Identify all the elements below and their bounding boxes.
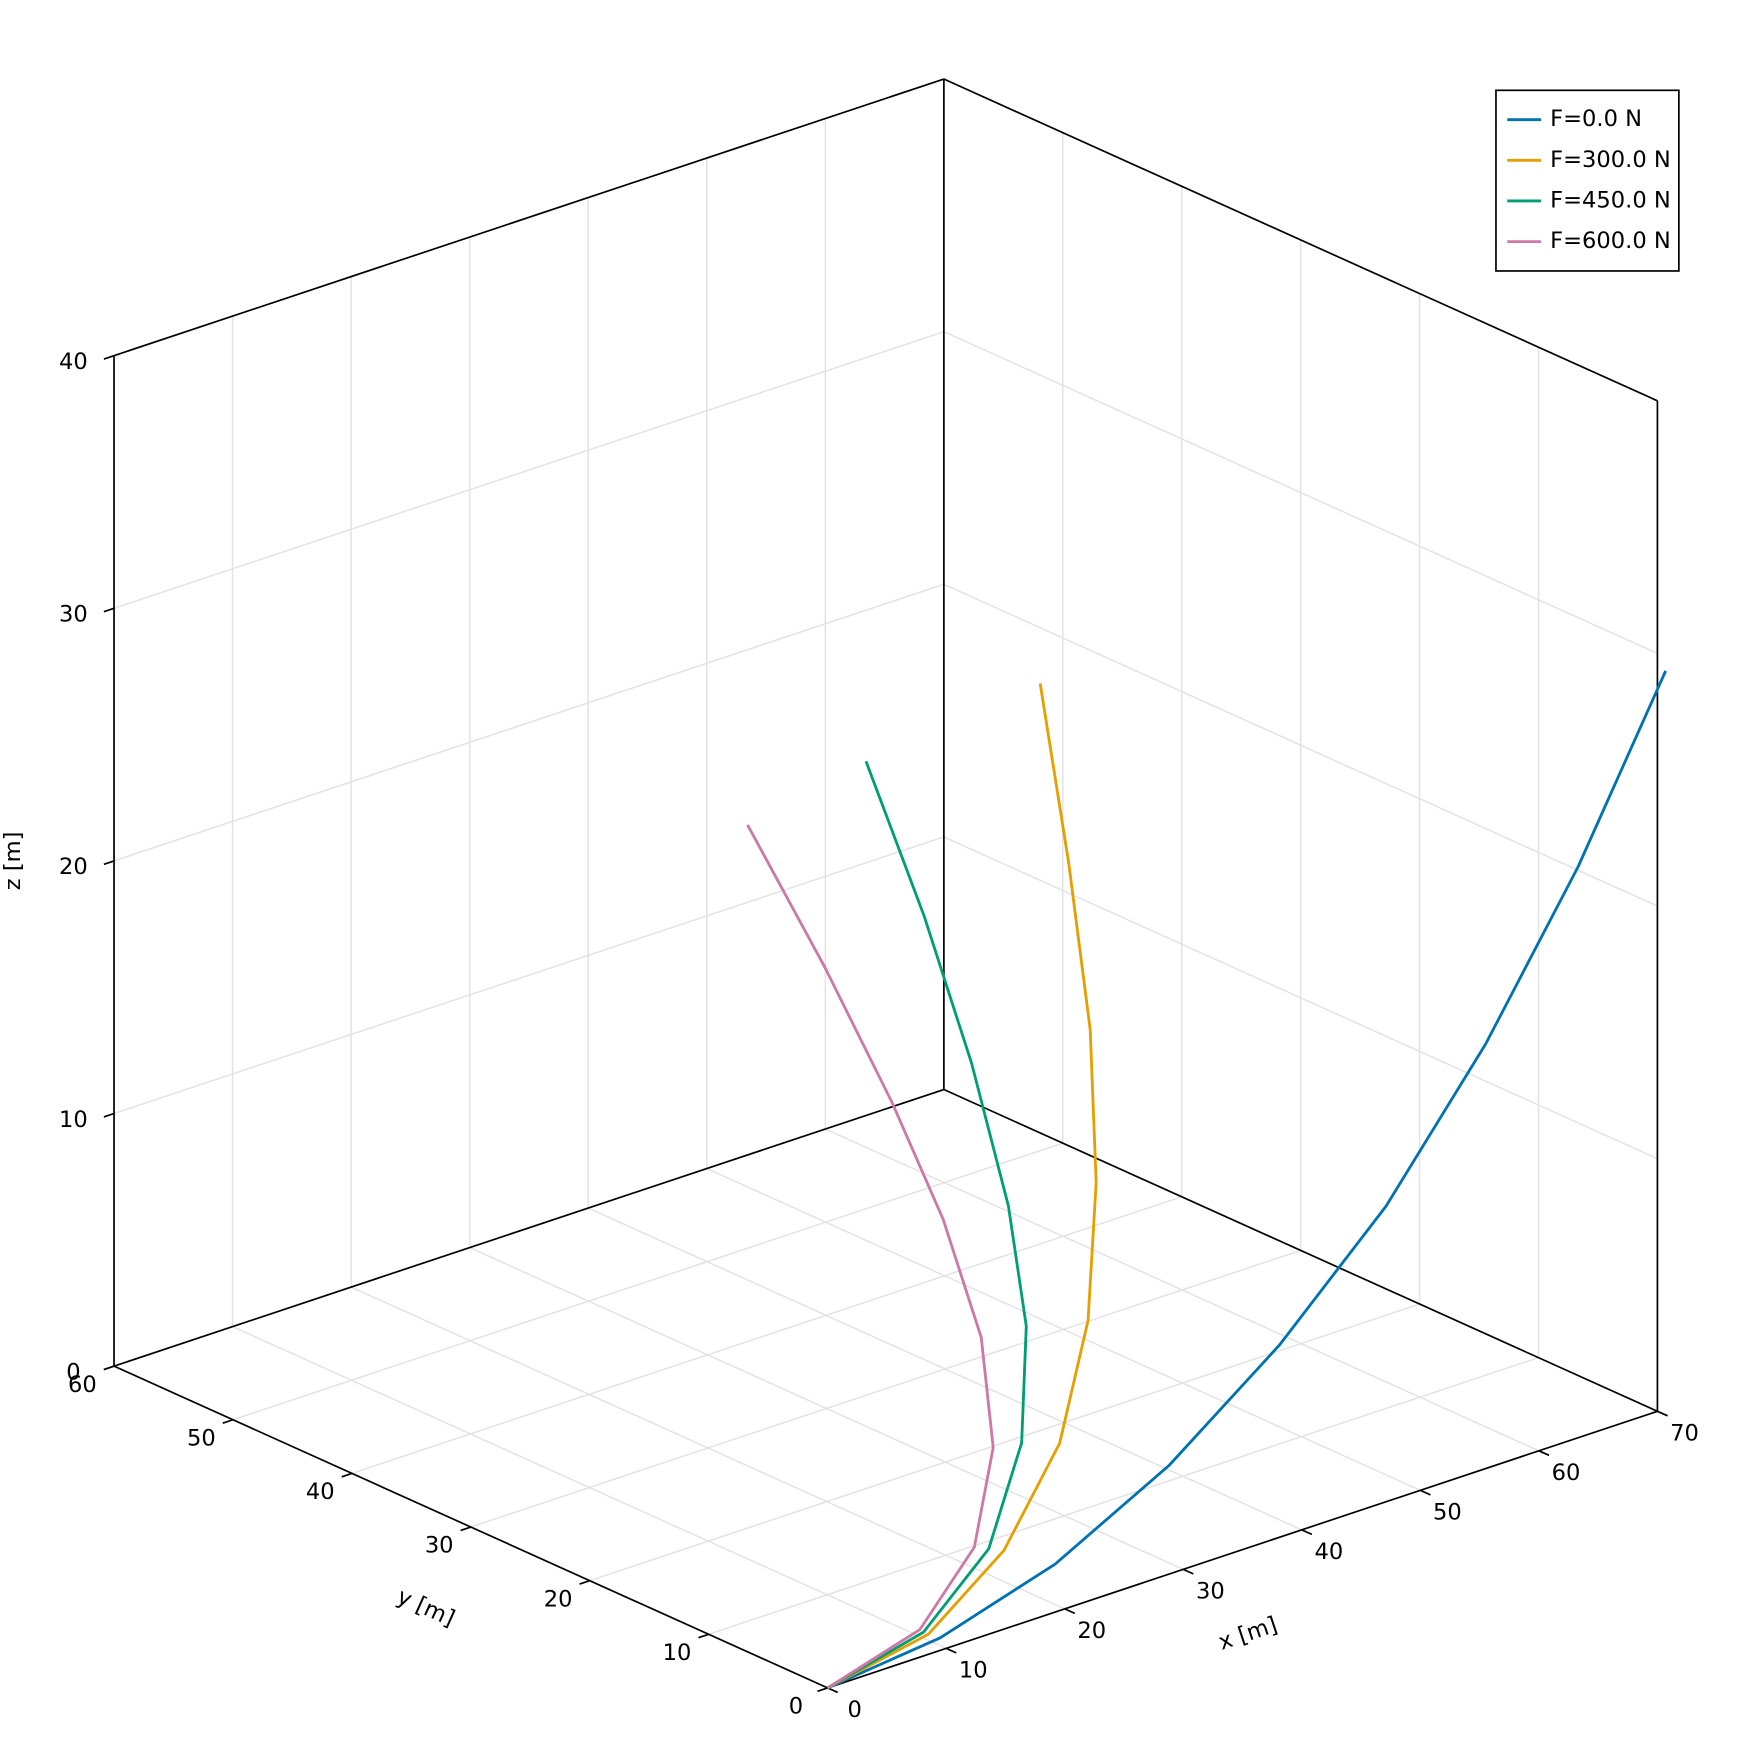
grid-line: [113, 836, 945, 1115]
axis-frame: [943, 78, 1658, 402]
z-tick-label: 40: [59, 349, 88, 375]
y-tick: [579, 1579, 590, 1585]
z-tick-label: 20: [59, 854, 88, 880]
y-tick-label: 60: [68, 1372, 97, 1398]
x-tick-label: 0: [847, 1697, 861, 1723]
grid-line: [943, 836, 1658, 1160]
series-line: [826, 760, 1028, 1690]
y-tick: [817, 1687, 828, 1693]
z-tick: [103, 607, 115, 613]
x-tick-label: 30: [1196, 1578, 1225, 1604]
x-tick: [1301, 1529, 1313, 1536]
grid-line: [943, 330, 1658, 655]
x-tick-label: 40: [1315, 1539, 1344, 1565]
axis-frame: [943, 1088, 1658, 1413]
z-tick-label: 10: [59, 1107, 88, 1133]
x-tick: [1419, 1489, 1431, 1496]
grid-line: [589, 1303, 1420, 1582]
y-tick-label: 40: [306, 1479, 335, 1505]
x-tick-label: 20: [1077, 1618, 1106, 1644]
z-axis-label: z [m]: [0, 832, 26, 891]
legend-label: F=300.0 N: [1550, 147, 1671, 173]
grid-line: [113, 583, 945, 862]
y-tick-label: 30: [425, 1533, 454, 1559]
axis-frame: [113, 1088, 945, 1367]
z-tick-label: 0: [66, 1359, 80, 1385]
legend-label: F=450.0 N: [1550, 187, 1671, 213]
z-tick: [103, 1365, 115, 1371]
y-tick: [460, 1526, 472, 1532]
grid-line: [113, 330, 945, 609]
y-tick-label: 20: [544, 1586, 573, 1612]
x-tick: [1538, 1450, 1550, 1457]
legend-label: F=0.0 N: [1550, 106, 1642, 132]
z-tick: [103, 860, 115, 866]
x-tick-label: 60: [1552, 1460, 1581, 1486]
y-tick: [698, 1633, 709, 1639]
y-tick-label: 50: [187, 1425, 216, 1451]
series-line: [746, 824, 995, 1690]
y-tick: [222, 1418, 234, 1424]
y-tick: [341, 1472, 353, 1478]
x-tick: [945, 1647, 957, 1654]
legend: F=0.0 N F=300.0 N F=450.0 N F=600.0 N: [1495, 89, 1680, 272]
z-tick: [103, 354, 115, 360]
x-tick-label: 50: [1433, 1499, 1462, 1525]
legend-label: F=600.0 N: [1550, 228, 1671, 254]
x-tick: [1657, 1410, 1668, 1417]
grid-line: [943, 583, 1658, 907]
axis-frame: [113, 78, 945, 357]
x-tick-label: 70: [1670, 1420, 1699, 1446]
axis-frame: [827, 1410, 1658, 1689]
series-line: [827, 670, 1667, 1690]
grid-line: [351, 1196, 1182, 1475]
grid-line: [232, 1142, 1064, 1421]
y-tick-label: 10: [663, 1640, 692, 1666]
z-tick: [103, 1112, 115, 1118]
y-tick-label: 0: [789, 1694, 803, 1720]
x-tick: [1182, 1568, 1194, 1575]
grid-line: [470, 1249, 1301, 1528]
series-line: [826, 683, 1098, 1690]
grid-line: [708, 1356, 1539, 1635]
z-tick-label: 30: [59, 602, 88, 628]
x-tick: [1064, 1608, 1076, 1615]
x-tick-label: 10: [959, 1657, 988, 1683]
